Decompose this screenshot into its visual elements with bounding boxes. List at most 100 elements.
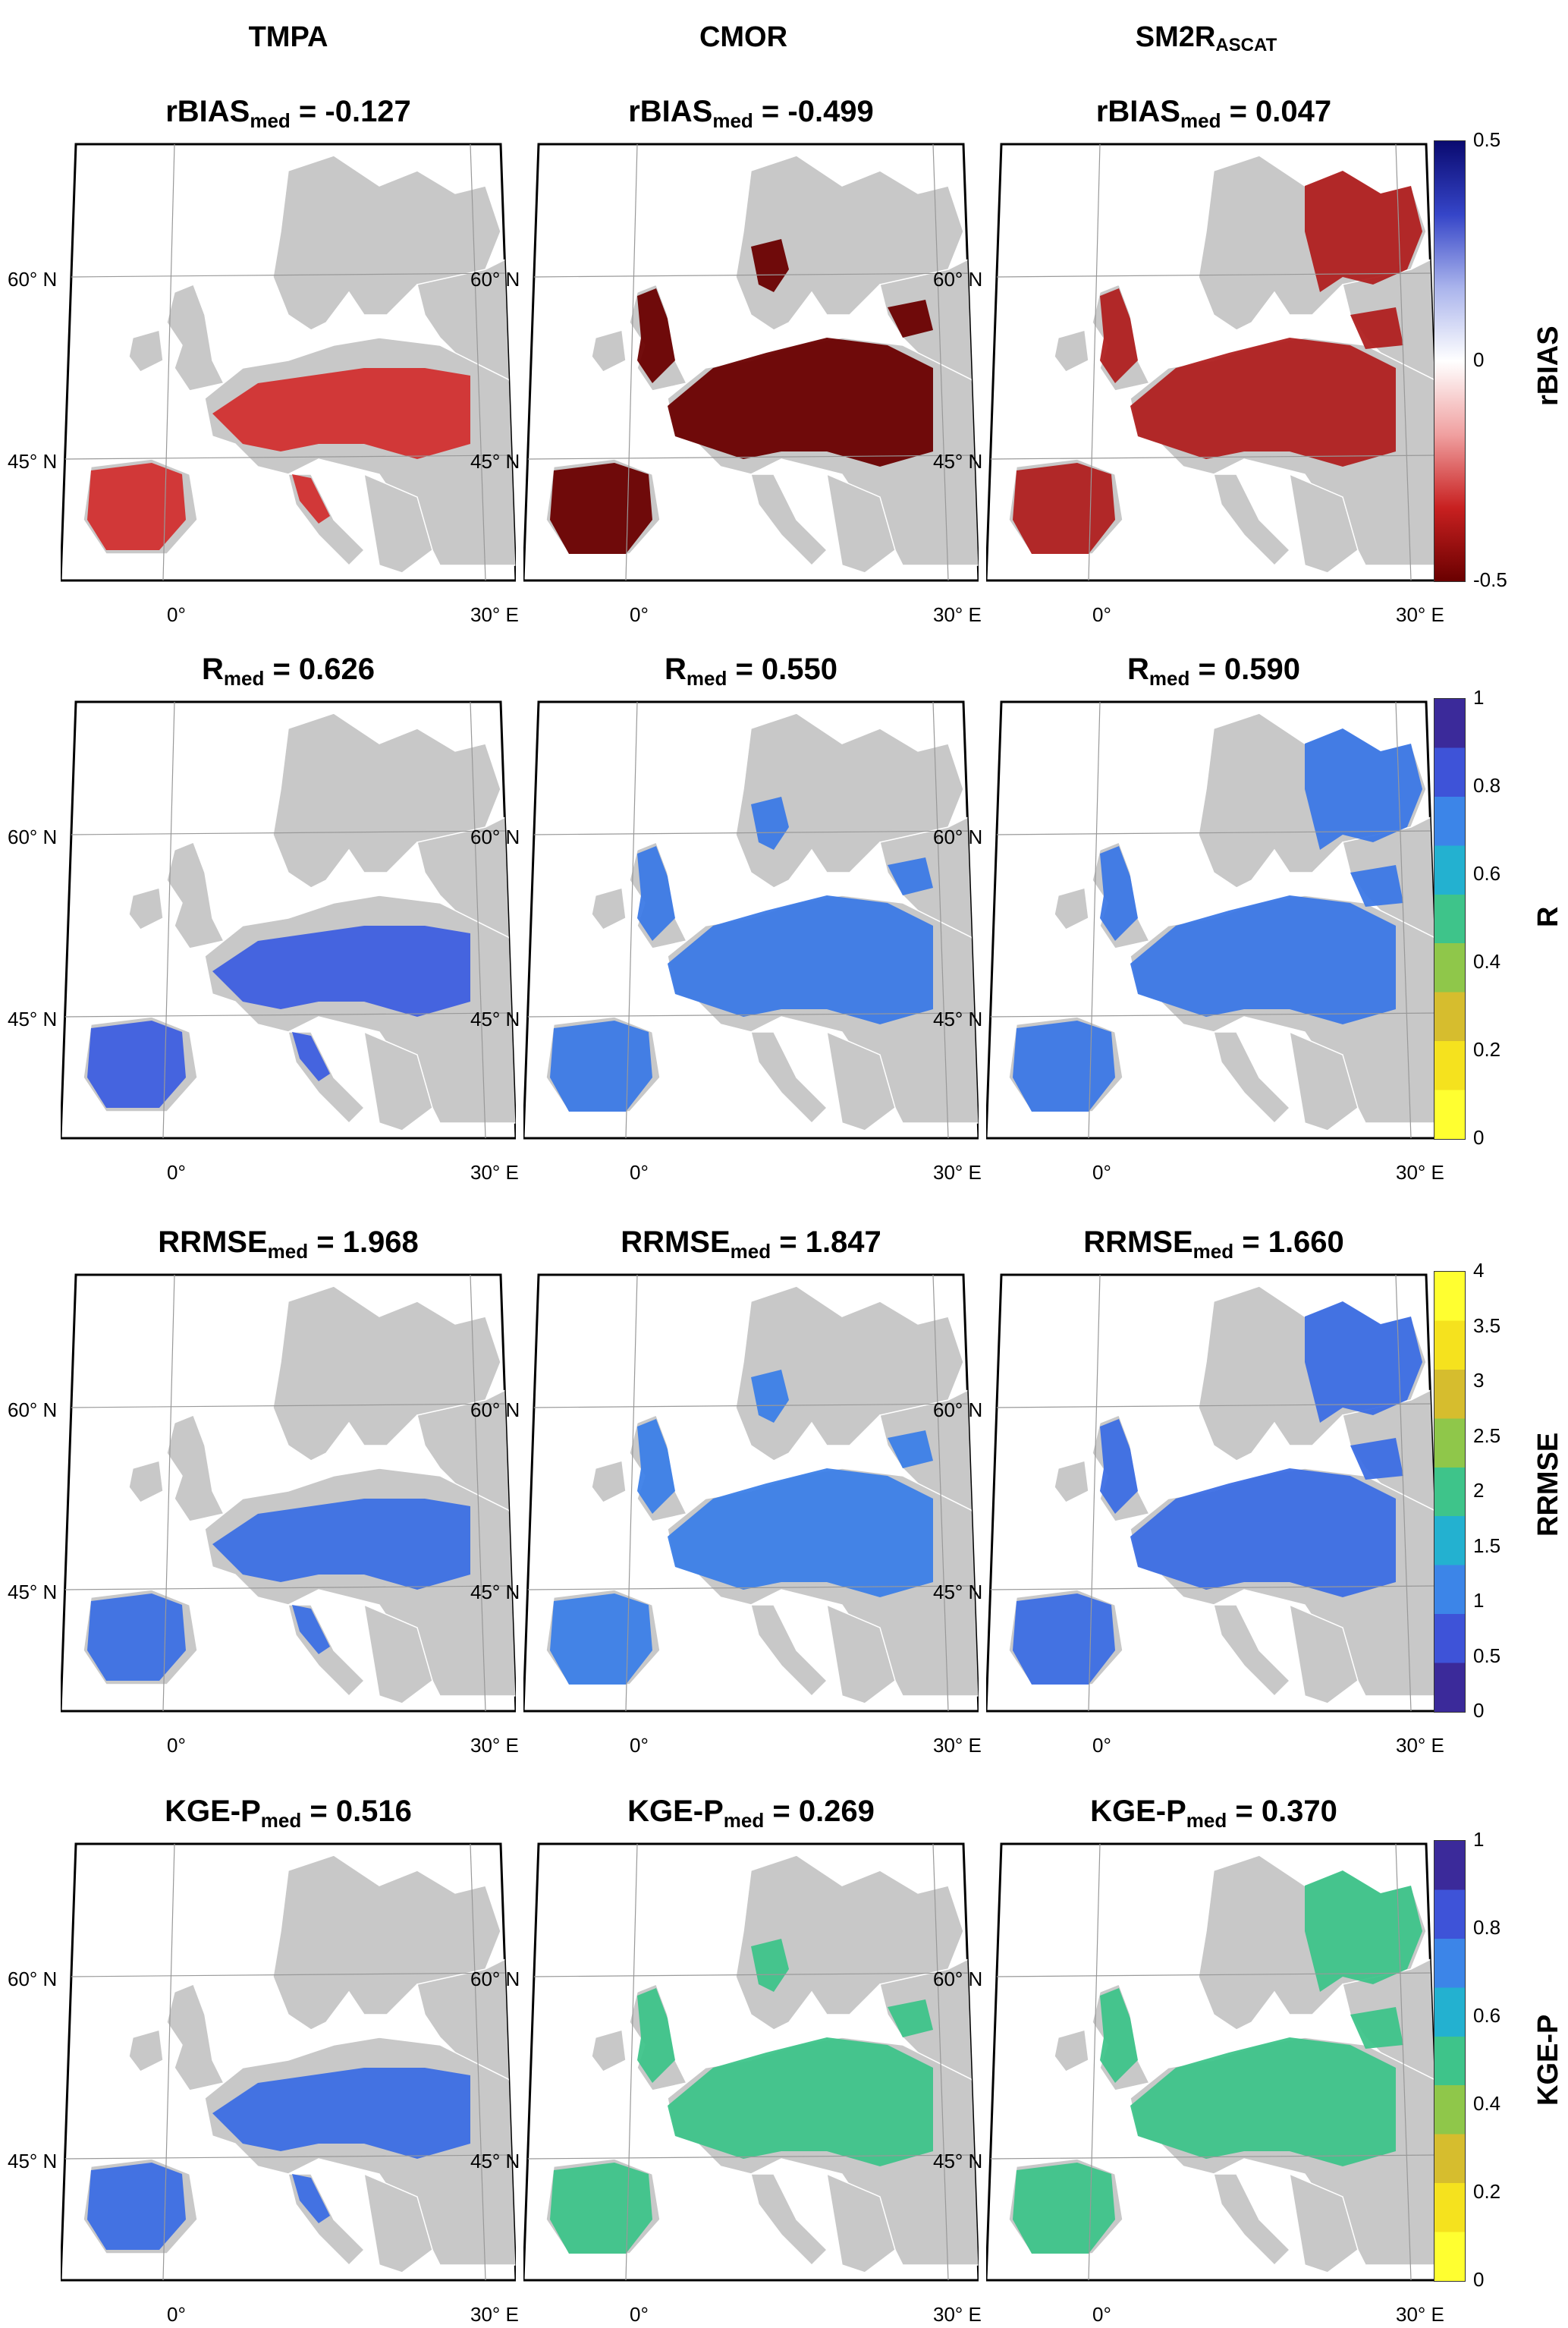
metric-value: = -0.127 (290, 95, 411, 128)
land-mass (128, 1460, 164, 1503)
land-mass (128, 887, 164, 930)
map-svg (986, 700, 1441, 1140)
colorbar-tick-label: 0.4 (1473, 950, 1501, 973)
latitude-line-60 (530, 1403, 972, 1408)
data-region (1130, 338, 1396, 467)
metric-name: rBIAS (1095, 95, 1180, 128)
panel-title: Rmed = 0.590 (986, 653, 1441, 691)
colorbar-tick-label: 3 (1473, 1369, 1485, 1392)
data-region (1305, 1870, 1422, 1992)
data-region (292, 1032, 330, 1081)
land-mass (1054, 887, 1089, 930)
land-mass (591, 2029, 627, 2072)
colorbar-tick-label: 1 (1473, 686, 1485, 709)
metric-subscript: med (1180, 109, 1221, 132)
land-mass (826, 473, 896, 574)
longitude-line-30 (932, 144, 949, 580)
column-header-sm2r: SM2RASCAT (1135, 21, 1277, 55)
land-mass (1213, 1604, 1291, 1697)
longitude-label: 0° (1092, 2303, 1111, 2326)
metric-subscript: med (730, 1240, 771, 1263)
latitude-line-45 (989, 2154, 1438, 2160)
map-svg (523, 700, 979, 1140)
longitude-line-0 (162, 1844, 175, 2280)
map-panel (61, 1271, 516, 1715)
latitude-line-60 (68, 830, 509, 835)
latitude-line-60 (530, 830, 972, 835)
latitude-line-60 (993, 1972, 1434, 1977)
data-region (751, 797, 789, 850)
latitude-line-45 (526, 1012, 976, 1018)
panel-title: Rmed = 0.550 (523, 653, 979, 691)
longitude-label: 30° E (1396, 603, 1444, 626)
data-region (1305, 171, 1422, 292)
latitude-line-45 (989, 1012, 1438, 1018)
map-panel (523, 1840, 979, 2284)
data-region (668, 895, 933, 1024)
land-mass (750, 473, 828, 567)
metric-value: = 0.590 (1189, 653, 1301, 686)
land-mass (363, 473, 433, 574)
longitude-label: 0° (167, 2303, 186, 2326)
colorbar-tick-label: -0.5 (1473, 568, 1507, 591)
data-region (1130, 1468, 1396, 1597)
land-mass (826, 2172, 896, 2273)
data-region (212, 2068, 470, 2159)
colorbar (1434, 1840, 1466, 2282)
longitude-line-0 (1088, 702, 1101, 1138)
land-mass (166, 284, 225, 392)
metric-subscript: med (260, 1809, 302, 1832)
data-region (212, 368, 470, 459)
longitude-line-0 (162, 702, 175, 1138)
latitude-label: 60° N (470, 1398, 520, 1421)
colorbar-tick-label: 0.5 (1473, 128, 1501, 151)
latitude-line-60 (530, 1972, 972, 1977)
longitude-line-0 (1088, 1844, 1101, 2280)
panel-title: Rmed = 0.626 (61, 653, 516, 691)
longitude-line-30 (932, 1275, 949, 1711)
metric-name: rBIAS (628, 95, 713, 128)
latitude-label: 45° N (933, 1581, 983, 1603)
latitude-label: 60° N (470, 1968, 520, 1990)
map-svg (61, 143, 516, 582)
land-mass (826, 1603, 896, 1704)
colorbar-tick-label: 0 (1473, 348, 1485, 371)
land-mass (750, 1604, 828, 1697)
land-mass (363, 1030, 433, 1131)
data-region (751, 239, 789, 292)
map-panel (61, 698, 516, 1142)
latitude-label: 45° N (470, 2150, 520, 2172)
land-mass (363, 2172, 433, 2273)
land-mass (1289, 1603, 1359, 1704)
land-mass (1289, 1030, 1359, 1131)
longitude-label: 30° E (470, 1161, 519, 1184)
data-region (888, 1430, 933, 1468)
map-panel (523, 140, 979, 584)
map-svg (986, 1273, 1441, 1713)
data-region (87, 1021, 186, 1108)
longitude-line-30 (1395, 1844, 1412, 2280)
longitude-label: 30° E (933, 2303, 982, 2326)
panel-title: rBIASmed = -0.127 (61, 95, 516, 133)
metric-subscript: med (250, 109, 291, 132)
colorbar (1434, 698, 1466, 1140)
data-region (1350, 865, 1403, 907)
data-region (888, 1999, 933, 2037)
land-mass (1054, 329, 1089, 373)
latitude-label: 60° N (470, 826, 520, 848)
latitude-line-45 (526, 1585, 976, 1590)
colorbar-label: RRMSE (1532, 1432, 1564, 1537)
metric-name: rBIAS (165, 95, 250, 128)
panel-title: RRMSEmed = 1.660 (986, 1225, 1441, 1263)
data-region (87, 463, 186, 550)
data-region (292, 474, 330, 524)
data-region (1305, 1301, 1422, 1423)
land-mass (826, 1030, 896, 1131)
latitude-line-60 (993, 272, 1434, 278)
data-region (637, 288, 675, 383)
metric-name: RRMSE (621, 1225, 731, 1259)
data-region (1350, 307, 1403, 349)
map-panel (61, 1840, 516, 2284)
longitude-line-0 (162, 1275, 175, 1711)
longitude-label: 0° (1092, 1161, 1111, 1184)
